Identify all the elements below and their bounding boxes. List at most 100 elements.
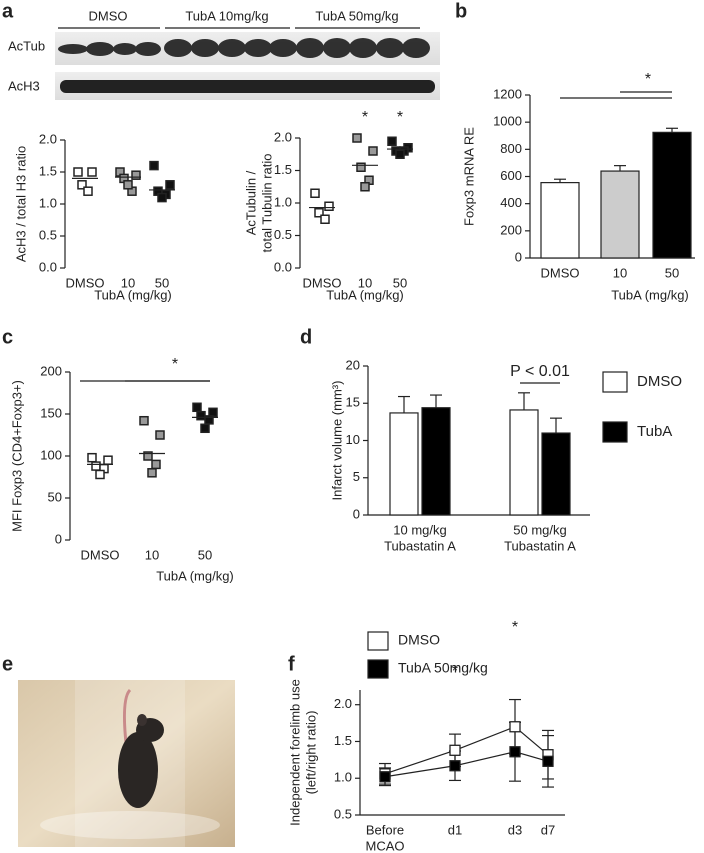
blot-row: AcTub	[8, 38, 45, 53]
data-point	[147, 468, 157, 478]
marker	[509, 746, 521, 758]
y-tick-label: 1000	[493, 114, 522, 129]
y-tick-label: 50	[48, 489, 62, 504]
y-tick-label: 1.0	[334, 770, 352, 785]
x-tick-label: DMSO	[303, 275, 342, 290]
data-point	[310, 188, 320, 198]
data-point	[155, 430, 165, 440]
x-axis-label: TubA (mg/kg)	[326, 287, 404, 302]
y-tick-label: 0.0	[39, 259, 57, 274]
y-tick-label: 2.0	[39, 131, 57, 146]
marker	[509, 721, 521, 733]
x-tick-label: 50	[198, 547, 212, 562]
x-axis-label: TubA (mg/kg)	[156, 568, 234, 583]
x-tick-label: 10	[358, 275, 372, 290]
annotation: *	[362, 109, 368, 126]
y-tick-label: 1.0	[274, 194, 292, 209]
bar	[652, 131, 692, 259]
bar	[600, 170, 640, 259]
y-tick-label: 0	[515, 249, 522, 264]
data-point	[131, 170, 141, 180]
x-tick-label: DMSO	[81, 547, 120, 562]
data-point	[157, 192, 167, 203]
panel-label: f	[288, 653, 295, 675]
data-point	[77, 180, 87, 190]
x-tick-label: MCAO	[366, 838, 405, 853]
x-tick-label: DMSO	[541, 265, 580, 280]
y-tick-label: 400	[500, 195, 522, 210]
annotation: *	[172, 356, 178, 373]
y-tick-label: 1.0	[39, 195, 57, 210]
data-point	[368, 146, 378, 156]
x-tick-label: Before	[366, 822, 404, 837]
annotation: *	[397, 109, 403, 126]
y-tick-label: 0.0	[274, 259, 292, 274]
data-point	[87, 452, 97, 463]
y-tick-label: 1.5	[334, 733, 352, 748]
y-tick-label: 150	[40, 405, 62, 420]
data-point	[208, 407, 218, 418]
y-axis-label: Independent forelimb use	[287, 679, 302, 826]
y-tick-label: 200	[40, 363, 62, 378]
x-tick-label: Tubastatin A	[384, 538, 456, 553]
x-tick-label: 10	[121, 275, 135, 290]
y-tick-label: 1.5	[39, 163, 57, 178]
y-tick-label: 0	[55, 531, 62, 546]
y-tick-label: 0.5	[39, 227, 57, 242]
data-point	[320, 214, 330, 224]
bar	[540, 182, 580, 259]
data-point	[139, 415, 149, 426]
series-line	[384, 726, 549, 775]
data-point	[356, 162, 366, 172]
legend-swatch	[602, 371, 628, 393]
panel-label: b	[455, 0, 467, 22]
data-point	[360, 182, 370, 192]
y-tick-label: 100	[40, 447, 62, 462]
y-tick-label: 15	[346, 395, 360, 410]
x-axis-label: TubA (mg/kg)	[94, 287, 172, 302]
data-point	[91, 461, 101, 471]
data-point	[352, 133, 362, 143]
panel-label: c	[2, 326, 13, 348]
series-line	[384, 751, 549, 778]
y-tick-label: 1200	[493, 86, 522, 101]
data-point	[314, 208, 324, 218]
data-point	[387, 136, 397, 146]
y-axis-label: Infarct volume (mm³)	[329, 381, 344, 501]
x-tick-label: d3	[508, 822, 522, 837]
mouse-photo	[18, 680, 235, 847]
data-point	[123, 180, 133, 190]
data-point	[196, 410, 206, 421]
marker	[379, 771, 391, 783]
data-point	[395, 149, 405, 159]
y-tick-label: 2.0	[274, 129, 292, 144]
legend-swatch	[367, 631, 389, 651]
blot-group: TubA 50mg/kg	[315, 8, 398, 23]
y-tick-label: 5	[353, 469, 360, 484]
x-tick-label: d1	[448, 822, 462, 837]
marker	[449, 744, 461, 756]
y-axis-label: AcTubulin /	[243, 170, 258, 235]
legend-swatch	[367, 659, 389, 679]
x-tick-label: 10	[613, 265, 627, 280]
annotation: P < 0.01	[510, 363, 570, 380]
blot-group: DMSO	[89, 8, 128, 23]
x-tick-label: 10 mg/kg	[393, 522, 446, 537]
x-tick-label: DMSO	[66, 275, 105, 290]
data-point	[324, 201, 334, 211]
marker	[542, 755, 554, 767]
annotation: *	[512, 619, 518, 636]
y-tick-label: 20	[346, 357, 360, 372]
data-point	[192, 402, 202, 413]
panel-label: d	[300, 326, 312, 348]
x-tick-label: Tubastatin A	[504, 538, 576, 553]
marker	[449, 760, 461, 772]
panel-label: a	[2, 0, 14, 22]
data-point	[87, 167, 97, 177]
data-point	[200, 423, 210, 434]
bar	[509, 409, 539, 516]
x-tick-label: 50	[393, 275, 407, 290]
data-point	[165, 180, 175, 190]
y-axis-label: AcH3 / total H3 ratio	[13, 146, 28, 262]
